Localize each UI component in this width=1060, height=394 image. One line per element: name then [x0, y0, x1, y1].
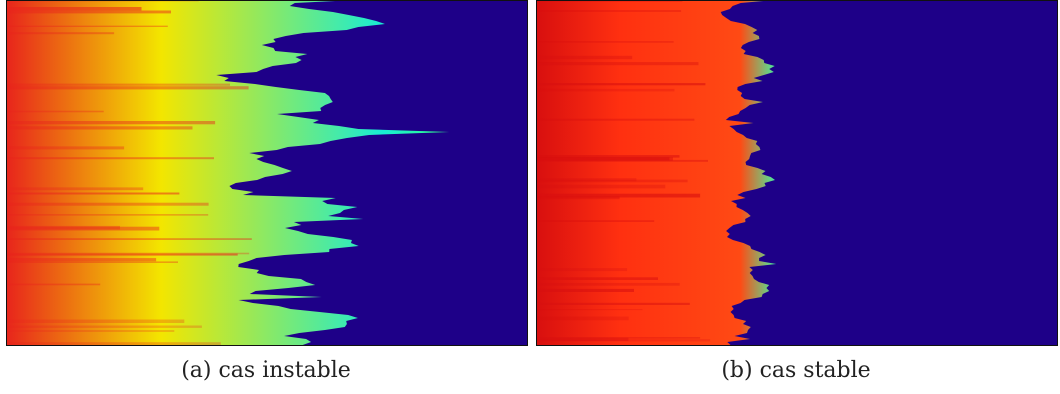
finger-streak	[6, 253, 238, 256]
finger-streak	[536, 337, 629, 341]
finger-streak	[536, 178, 637, 182]
panel-b-concentration-field	[536, 0, 1058, 346]
finger-streak	[6, 32, 115, 35]
finger-streak	[536, 196, 620, 200]
finger-streak	[6, 319, 185, 323]
finger-streak	[6, 225, 120, 230]
finger-streak	[6, 7, 142, 11]
finger-streak	[6, 258, 157, 262]
invaded-region	[536, 0, 777, 346]
panel-a-concentration-field	[6, 0, 528, 346]
panel-b-plot	[536, 0, 1058, 346]
finger-streak	[536, 288, 634, 292]
panel-a-plot	[6, 0, 528, 346]
finger-streak	[6, 86, 249, 90]
finger-streak	[6, 10, 171, 14]
caption-b: (b) cas stable	[721, 358, 871, 383]
finger-streak	[6, 325, 202, 328]
plot-frame	[536, 0, 1058, 346]
finger-streak	[536, 282, 680, 286]
finger-streak	[536, 10, 682, 12]
finger-streak	[6, 330, 175, 332]
finger-streak	[6, 157, 214, 160]
finger-streak	[536, 277, 658, 280]
finger-streak	[6, 146, 125, 150]
finger-streak	[536, 193, 701, 198]
finger-streak	[536, 118, 695, 121]
finger-streak	[536, 62, 699, 66]
finger-streak	[536, 220, 655, 222]
finger-streak	[6, 202, 209, 206]
finger-streak	[6, 283, 101, 286]
finger-streak	[536, 268, 628, 272]
finger-streak	[6, 214, 209, 216]
finger-streak	[6, 187, 144, 191]
finger-streak	[6, 226, 160, 231]
finger-streak	[536, 184, 666, 189]
finger-streak	[536, 339, 711, 342]
finger-streak	[6, 110, 104, 113]
finger-streak	[536, 159, 708, 162]
finger-streak	[6, 192, 180, 195]
finger-streak	[536, 179, 688, 183]
finger-streak	[536, 316, 629, 321]
finger-streak	[6, 261, 178, 263]
finger-streak	[536, 302, 690, 305]
finger-streak	[6, 238, 252, 240]
finger-streak	[6, 342, 221, 346]
finger-streak	[6, 25, 168, 27]
finger-streak	[536, 155, 680, 158]
finger-streak	[536, 41, 674, 43]
plot-frame	[6, 0, 528, 346]
finger-streak	[6, 121, 216, 125]
caption-a: (a) cas instable	[181, 358, 351, 383]
finger-streak	[6, 83, 230, 86]
finger-streak	[6, 252, 250, 255]
finger-streak	[536, 309, 643, 311]
finger-streak	[536, 83, 706, 86]
finger-streak	[536, 337, 701, 339]
finger-streak	[6, 126, 193, 130]
invaded-region	[6, 0, 450, 346]
finger-streak	[536, 55, 633, 60]
finger-streak	[536, 88, 675, 92]
finger-streak	[536, 157, 670, 161]
